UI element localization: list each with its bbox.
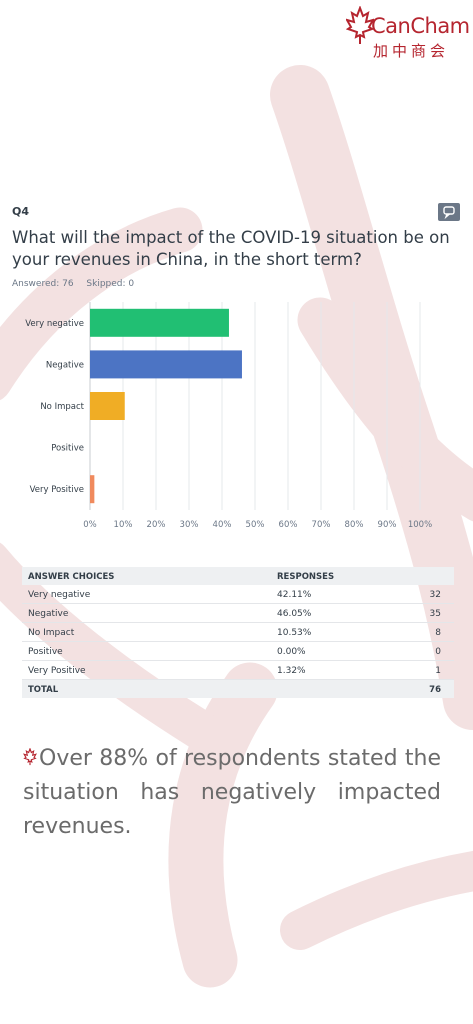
x-tick-label: 90%: [378, 520, 397, 530]
x-tick-label: 10%: [114, 520, 133, 530]
category-label: Very negative: [25, 319, 84, 329]
skipped-count: Skipped: 0: [86, 279, 135, 289]
table-row: Very Positive 1.32% 1: [22, 661, 454, 680]
x-tick-label: 80%: [345, 520, 364, 530]
table-row: Negative 46.05% 35: [22, 604, 454, 623]
row-choice: Very negative: [28, 590, 91, 600]
header-responses: RESPONSES: [277, 572, 335, 582]
maple-leaf-icon: [23, 748, 37, 766]
bar-chart: 0% 10% 20% 30% 40% 50% 60% 70% 80% 90% 100% Very ne…: [25, 302, 432, 530]
response-stats: Answered: 76 Skipped: 0: [12, 279, 144, 289]
category-label: Negative: [46, 360, 84, 370]
total-label: TOTAL: [28, 685, 59, 695]
row-choice: Very Positive: [28, 666, 86, 676]
brand-name-zh: 加中商会: [373, 42, 450, 60]
row-count: 32: [429, 590, 441, 600]
responses-table: ANSWER CHOICES RESPONSES Very negative 4…: [22, 567, 454, 698]
answered-count: Answered: 76: [12, 279, 74, 289]
row-choice: Negative: [28, 609, 69, 619]
table-row: No Impact 10.53% 8: [22, 623, 454, 642]
row-percent: 46.05%: [277, 609, 312, 619]
category-label: No Impact: [40, 402, 84, 412]
table-total-row: TOTAL 76: [22, 680, 454, 698]
row-count: 8: [435, 628, 441, 638]
x-tick-label: 20%: [147, 520, 166, 530]
brand-name-en: CanCham: [371, 14, 470, 38]
bar: [90, 350, 242, 379]
x-tick-label: 70%: [312, 520, 331, 530]
table-row: Very negative 42.11% 32: [22, 585, 454, 604]
row-percent: 42.11%: [277, 590, 312, 600]
comment-button[interactable]: [438, 203, 460, 221]
x-tick-label: 30%: [180, 520, 199, 530]
x-tick-label: 60%: [279, 520, 298, 530]
table-row: Positive 0.00% 0: [22, 642, 454, 661]
total-value: 76: [429, 685, 441, 695]
row-choice: No Impact: [28, 628, 75, 638]
x-tick-label: 40%: [213, 520, 232, 530]
question-number: Q4: [12, 205, 30, 218]
comment-icon: [443, 206, 455, 220]
bar: [90, 475, 95, 504]
row-percent: 0.00%: [277, 647, 306, 657]
x-tick-label: 100%: [408, 520, 432, 530]
row-percent: 10.53%: [277, 628, 312, 638]
category-label: Positive: [51, 444, 84, 454]
bar: [90, 392, 125, 420]
question-text: What will the impact of the COVID-19 sit…: [12, 228, 450, 269]
table-header-row: ANSWER CHOICES RESPONSES: [22, 567, 454, 585]
cancham-logo: CanCham 加中商会: [346, 6, 470, 60]
bar: [90, 308, 229, 337]
summary-text: Over 88% of respondents stated the situa…: [23, 746, 441, 839]
header-answer-choices: ANSWER CHOICES: [28, 572, 115, 582]
row-count: 35: [429, 609, 441, 619]
row-choice: Positive: [28, 647, 63, 657]
category-label: Very Positive: [30, 485, 84, 495]
row-count: 1: [435, 666, 441, 676]
maple-leaf-icon: [346, 6, 374, 44]
row-percent: 1.32%: [277, 666, 306, 676]
row-count: 0: [435, 647, 441, 657]
x-tick-label: 50%: [246, 520, 265, 530]
summary-statement: Over 88% of respondents stated the situa…: [23, 742, 441, 844]
x-tick-label: 0%: [83, 520, 97, 530]
